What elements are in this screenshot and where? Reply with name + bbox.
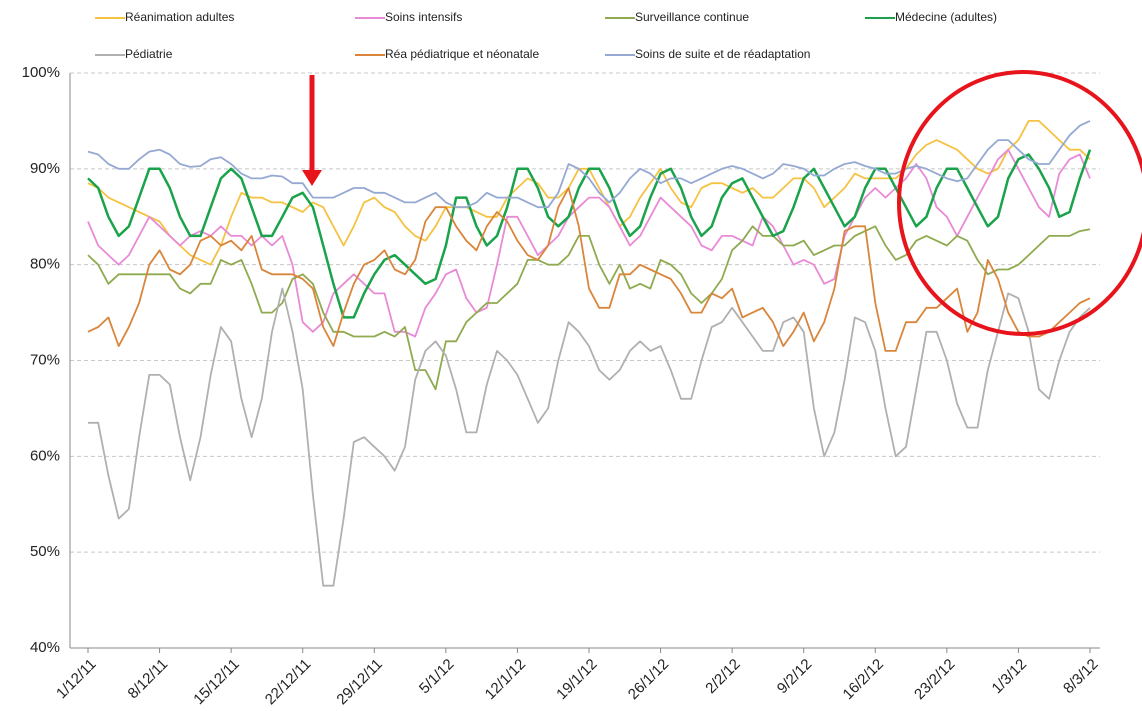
lines <box>87 120 1092 587</box>
x-tick-label: 19/1/12 <box>553 656 600 703</box>
legend-label: Médecine (adultes) <box>895 10 997 24</box>
x-tick-label: 26/1/12 <box>625 656 672 703</box>
y-tick-label: 70% <box>30 351 60 368</box>
x-tick-label: 8/3/12 <box>1060 656 1102 698</box>
series-line <box>87 120 1091 209</box>
y-tick-label: 100% <box>22 64 60 81</box>
x-tick-label: 15/12/11 <box>190 656 243 709</box>
legend-label: Réanimation adultes <box>125 10 234 24</box>
series-line <box>87 148 1091 338</box>
series-line <box>88 287 1091 587</box>
x-tick-label: 16/2/12 <box>840 656 887 703</box>
x-tick-label: 9/2/12 <box>774 656 816 698</box>
x-tick-label: 22/12/11 <box>262 656 315 709</box>
y-tick-label: 50% <box>30 543 60 560</box>
x-tick-label: 29/12/11 <box>333 656 386 709</box>
y-tick-label: 60% <box>30 447 60 464</box>
annotation-arrowhead <box>302 170 322 186</box>
legend-label: Pédiatrie <box>125 47 173 61</box>
x-tick-label: 23/2/12 <box>911 656 958 703</box>
x-tick-label: 5/1/12 <box>416 656 458 698</box>
x-tick-label: 1/3/12 <box>989 656 1031 698</box>
y-tick-label: 90% <box>30 160 60 177</box>
y-tick-label: 40% <box>30 639 60 656</box>
series-line <box>87 187 1091 352</box>
x-tick-label: 12/1/12 <box>482 656 529 703</box>
annotation-circle <box>897 70 1142 336</box>
legend-label: Surveillance continue <box>635 10 749 24</box>
x-tick-label: 8/12/11 <box>125 656 172 703</box>
series-line <box>87 149 1092 319</box>
legend-label: Réa pédiatrique et néonatale <box>385 47 539 61</box>
legend-label: Soins intensifs <box>385 10 462 24</box>
x-tick-label: 2/2/12 <box>702 656 744 698</box>
y-tick-label: 80% <box>30 256 60 273</box>
x-tick-label: 1/12/11 <box>53 656 100 703</box>
series-line <box>87 225 1091 391</box>
grid: 40% 50% 60% 70% 80% 90% 100% 1/12/11 8/12/11 15/1… <box>22 64 1102 708</box>
legend-label: Soins de suite et de réadaptation <box>635 47 810 61</box>
